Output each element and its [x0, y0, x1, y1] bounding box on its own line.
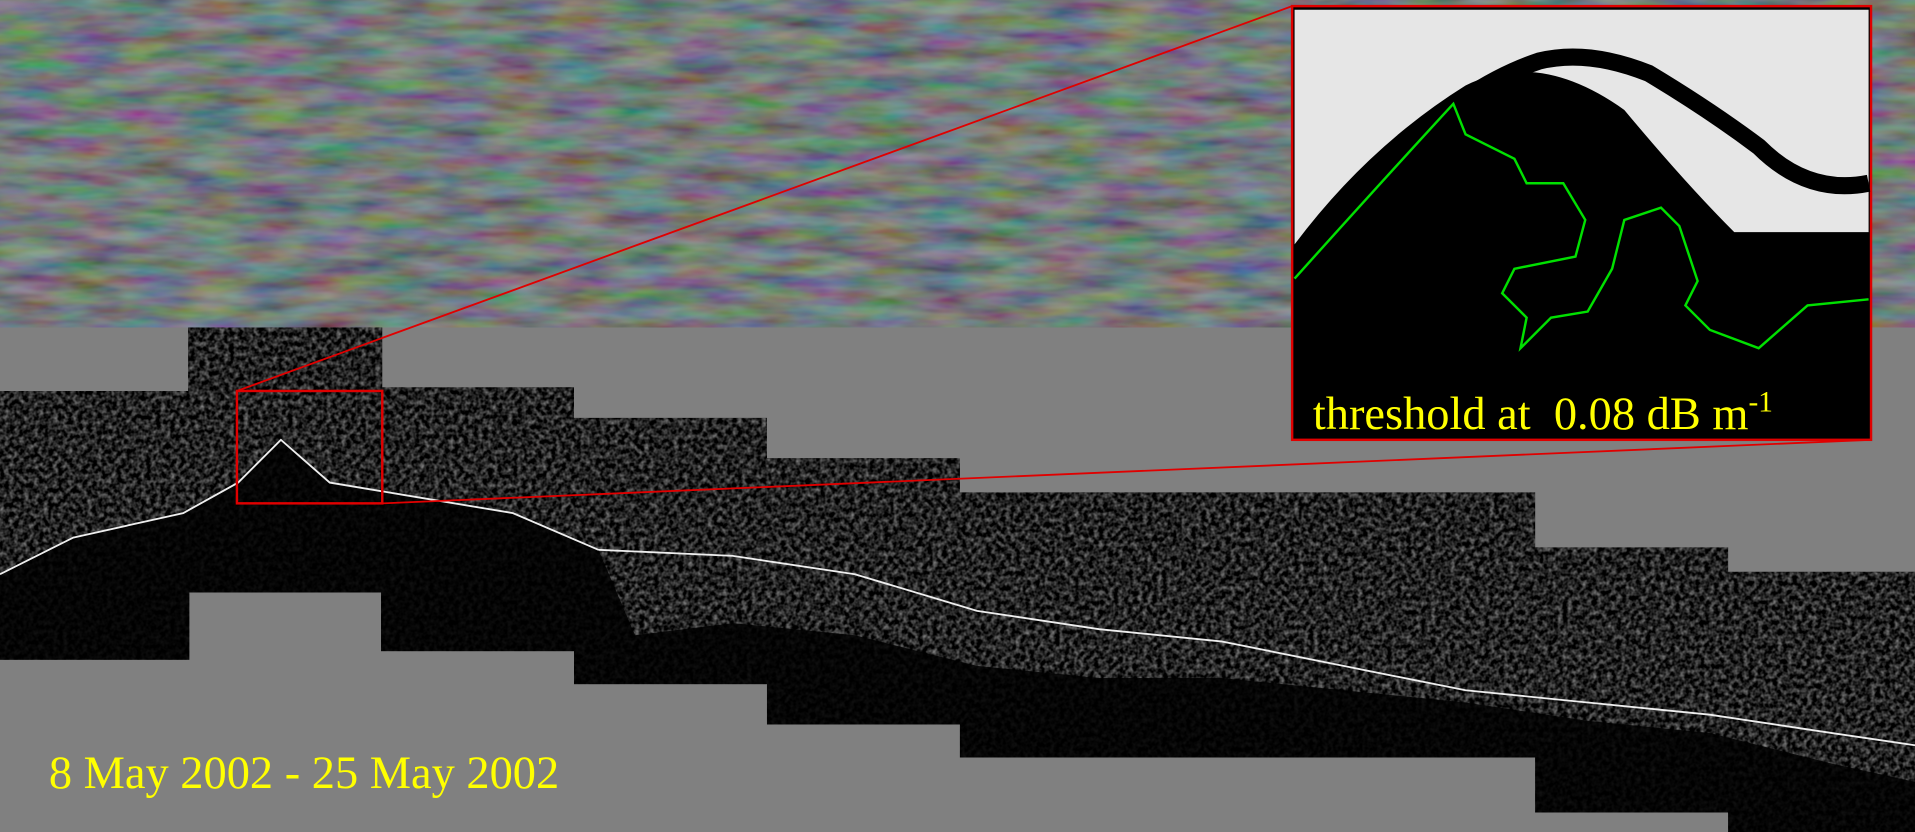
- date-range: 8 May 2002 - 25 May 2002: [49, 748, 559, 799]
- page: threshold at 0.08 dB m-1 8 May 2002 - 25…: [0, 0, 1915, 832]
- label-superscript: -1: [1748, 387, 1772, 419]
- figure: threshold at 0.08 dB m-1 8 May 2002 - 25…: [0, 0, 1915, 832]
- inset: threshold at 0.08 dB m-1: [1292, 6, 1871, 440]
- inset-label: threshold at 0.08 dB m-1: [1313, 387, 1773, 440]
- label-text: threshold at 0.08 dB m: [1313, 389, 1749, 440]
